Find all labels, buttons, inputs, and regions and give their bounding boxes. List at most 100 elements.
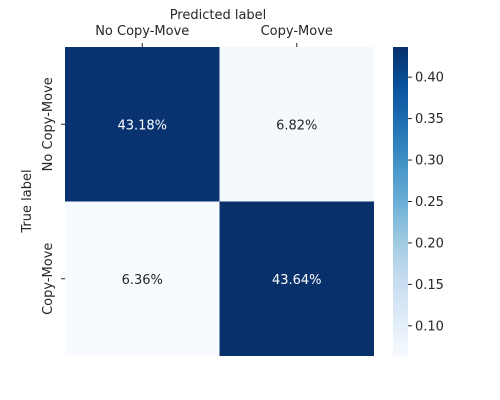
x-tick-labels: No Copy-Move Copy-Move — [95, 24, 333, 47]
colorbar-segment — [393, 68, 408, 73]
colorbar-tick-label: 0.35 — [415, 112, 444, 127]
colorbar-segment — [393, 148, 408, 153]
colorbar-segment — [393, 266, 408, 271]
colorbar-segment — [393, 161, 408, 166]
colorbar-segment — [393, 130, 408, 135]
colorbar-segment — [393, 284, 408, 289]
colorbar-segment — [393, 56, 408, 60]
colorbar-segment — [393, 272, 408, 277]
cell-annotation: 43.64% — [272, 273, 322, 288]
colorbar-segment — [393, 176, 408, 181]
y-tick-labels: No Copy-Move Copy-Move — [41, 77, 65, 315]
colorbar-segment — [393, 322, 408, 326]
colorbar-segment — [393, 80, 408, 85]
colorbar-segment — [393, 99, 408, 104]
colorbar-segment — [393, 244, 408, 249]
colorbar-segment — [393, 229, 408, 233]
colorbar-segment — [393, 90, 408, 94]
heatmap-cell — [65, 201, 220, 356]
colorbar-segment — [393, 189, 408, 193]
colorbar-segment — [393, 118, 408, 122]
colorbar-segment — [393, 288, 408, 292]
x-tick-label: Copy-Move — [261, 24, 333, 39]
colorbar-segment — [393, 235, 408, 240]
colorbar-segment — [393, 254, 408, 258]
colorbar-segment — [393, 352, 408, 357]
colorbar-segment — [393, 96, 408, 101]
heatmap-cell — [65, 47, 220, 202]
colorbar-segment — [393, 257, 408, 261]
colorbar-segment — [393, 226, 408, 230]
colorbar-segment — [393, 136, 408, 141]
colorbar-segment — [393, 220, 408, 224]
colorbar-segment — [393, 114, 408, 119]
colorbar-segment — [393, 250, 408, 255]
colorbar-segment — [393, 263, 408, 267]
colorbar-segment — [393, 47, 408, 51]
cell-annotation: 43.18% — [117, 118, 167, 133]
colorbar-segment — [393, 198, 408, 203]
cell-annotation: 6.82% — [276, 118, 317, 133]
colorbar-segment — [393, 216, 408, 221]
y-axis-label: True label — [20, 169, 35, 233]
colorbar-segment — [393, 124, 408, 128]
colorbar-segment — [393, 84, 408, 88]
colorbar-segment — [393, 53, 408, 57]
colorbar-segment — [393, 186, 408, 190]
colorbar-segment — [393, 232, 408, 237]
colorbar-segment — [393, 182, 408, 187]
colorbar-segment — [393, 281, 408, 286]
colorbar-segment — [393, 315, 408, 320]
heatmap-cells: 43.18% 6.82% 6.36% 43.64% — [65, 47, 374, 356]
colorbar-segment — [393, 62, 408, 67]
colorbar-segment — [393, 133, 408, 138]
colorbar-segment — [393, 306, 408, 311]
colorbar-segment — [393, 170, 408, 175]
colorbar-segment — [393, 139, 408, 144]
colorbar-segment — [393, 152, 408, 156]
colorbar-segment — [393, 155, 408, 159]
colorbar-segment — [393, 93, 408, 98]
colorbar-segment — [393, 334, 408, 339]
colorbar-segment — [393, 337, 408, 342]
colorbar-segment — [393, 192, 408, 196]
heatmap-cell — [219, 201, 374, 356]
colorbar-segment — [393, 340, 408, 345]
colorbar-tick-label: 0.10 — [415, 319, 444, 334]
colorbar-segment — [393, 346, 408, 351]
colorbar-segment — [393, 108, 408, 113]
colorbar-segment — [393, 195, 408, 200]
cell-annotation: 6.36% — [122, 273, 163, 288]
colorbar-segment — [393, 173, 408, 178]
colorbar-segment — [393, 102, 408, 107]
colorbar-segment — [393, 343, 408, 348]
colorbar-segment — [393, 291, 408, 295]
colorbar-tick-label: 0.15 — [415, 278, 444, 293]
colorbar-tick-label: 0.20 — [415, 236, 444, 251]
colorbar-segment — [393, 50, 408, 54]
colorbar-segment — [393, 278, 408, 283]
colorbar-segment — [393, 213, 408, 218]
colorbar-segment — [393, 167, 408, 172]
colorbar-segment — [393, 312, 408, 317]
colorbar-segment — [393, 300, 408, 305]
x-tick-label: No Copy-Move — [95, 24, 189, 39]
colorbar-segment — [393, 74, 408, 79]
colorbar-segment — [393, 142, 408, 147]
colorbar-segment — [393, 164, 408, 169]
colorbar-segment — [393, 210, 408, 215]
colorbar-segment — [393, 331, 408, 335]
colorbar-segment — [393, 309, 408, 314]
y-tick-label: Copy-Move — [41, 243, 56, 315]
colorbar-segment — [393, 179, 408, 184]
colorbar-segment — [393, 275, 408, 280]
colorbar-segment — [393, 318, 408, 323]
heatmap-cell — [219, 47, 374, 202]
colorbar-segment — [393, 328, 408, 332]
colorbar: 0.10 0.15 0.20 0.25 0.30 0.35 0.40 — [393, 47, 444, 357]
colorbar-segment — [393, 247, 408, 252]
colorbar-segment — [393, 121, 408, 125]
chart-title: Predicted label — [170, 8, 267, 23]
colorbar-segment — [393, 349, 408, 354]
colorbar-tick-label: 0.30 — [415, 154, 444, 169]
